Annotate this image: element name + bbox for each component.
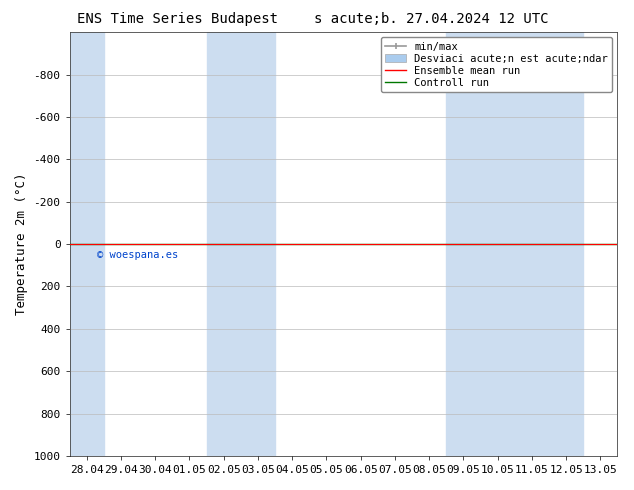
Bar [207,32,275,456]
Text: ENS Time Series Budapest: ENS Time Series Budapest [77,12,278,26]
Legend: min/max, Desviaci acute;n est acute;ndar, Ensemble mean run, Controll run: min/max, Desviaci acute;n est acute;ndar… [381,37,612,92]
Bar [70,32,104,456]
Bar [446,32,583,456]
Text: s acute;b. 27.04.2024 12 UTC: s acute;b. 27.04.2024 12 UTC [314,12,548,26]
Text: © woespana.es: © woespana.es [97,250,178,260]
Y-axis label: Temperature 2m (°C): Temperature 2m (°C) [15,173,28,315]
